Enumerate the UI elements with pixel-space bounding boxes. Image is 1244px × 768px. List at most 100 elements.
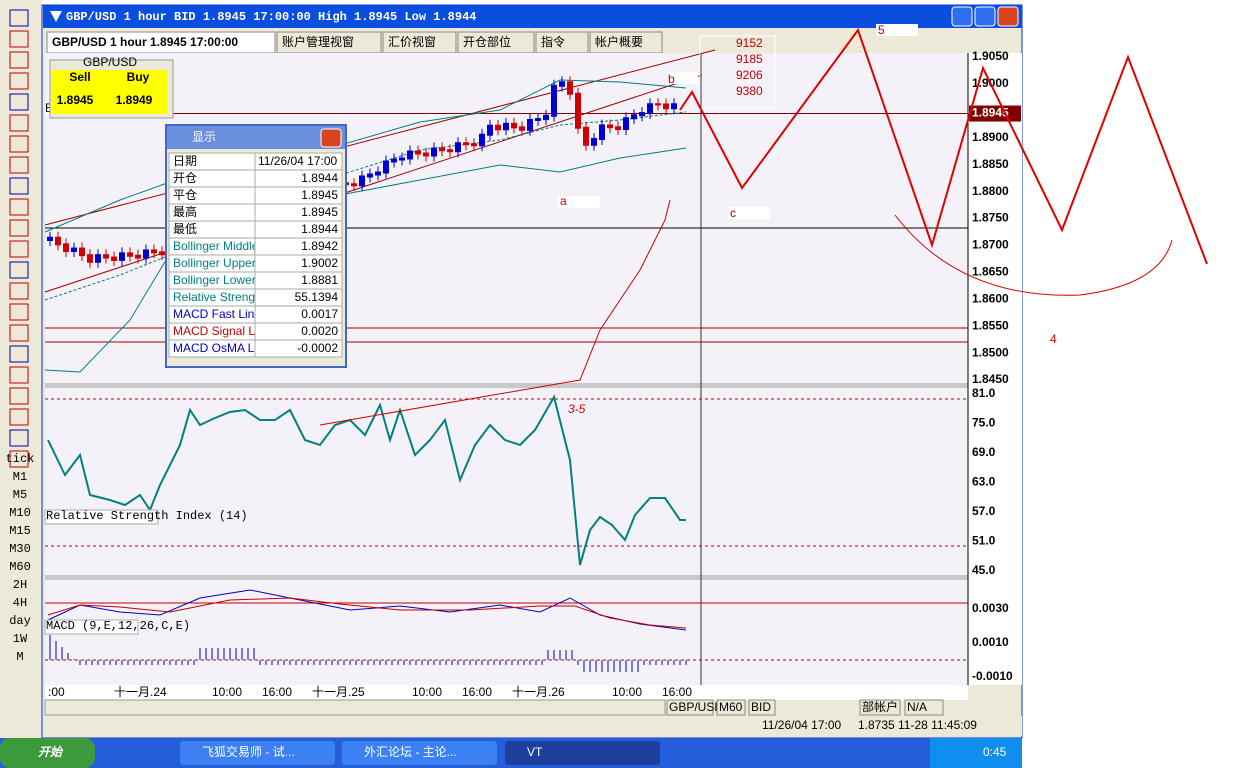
tool-icon[interactable]	[9, 177, 29, 195]
sell-label[interactable]: Sell	[69, 70, 90, 84]
tool-icon[interactable]	[9, 135, 29, 153]
tool-icon[interactable]	[9, 114, 29, 132]
candle-body	[663, 103, 669, 110]
tab-label[interactable]: 汇价视窗	[388, 34, 436, 49]
timeframe-button[interactable]: M30	[9, 542, 31, 556]
tool-icon[interactable]	[9, 408, 29, 426]
data-label: Relative Strength	[173, 290, 265, 304]
candle-body	[431, 147, 437, 157]
toolbar-label[interactable]: GBP/USD	[669, 700, 723, 714]
tool-icon[interactable]	[9, 219, 29, 237]
macd-tick-label: 0.0010	[972, 635, 1009, 649]
toolbar-button[interactable]	[716, 699, 746, 716]
toolbar-button[interactable]	[859, 699, 901, 716]
toolbar-button[interactable]	[748, 699, 776, 716]
candle-body	[143, 249, 149, 259]
data-window-close[interactable]	[320, 128, 342, 148]
tool-icon[interactable]	[9, 9, 29, 27]
tool-icon[interactable]	[9, 387, 29, 405]
status-text: 1.8735	[858, 718, 895, 732]
hand-arc	[894, 214, 1173, 296]
tab-label[interactable]: GBP/USD 1 hour 1.8945 17:00:00	[52, 35, 238, 49]
close-button[interactable]	[997, 6, 1019, 27]
toolbar-button[interactable]	[666, 699, 714, 716]
timeframe-button[interactable]: M10	[9, 506, 31, 520]
time-axis-area	[45, 685, 968, 700]
time-tick-label: 16:00	[462, 685, 492, 699]
macd-tick-label: -0.0010	[972, 669, 1013, 683]
start-label[interactable]: 开始	[38, 745, 64, 759]
timeframe-button[interactable]: 1W	[13, 632, 28, 646]
time-tick-label: 十一月.24	[114, 685, 167, 699]
tool-icon[interactable]	[9, 198, 29, 216]
tool-icon[interactable]	[9, 282, 29, 300]
tab-label[interactable]: 开仓部位	[463, 34, 511, 49]
tool-icon[interactable]	[9, 51, 29, 69]
timeframe-button[interactable]: M5	[13, 488, 27, 502]
rsi-tick-label: 81.0	[972, 386, 996, 400]
toolbar-label[interactable]: BID	[751, 700, 771, 714]
taskbar-item[interactable]	[342, 741, 497, 765]
data-value: 1.8945	[301, 205, 338, 219]
tool-icon[interactable]	[9, 450, 29, 468]
macd-label: MACD (9,E,12,26,C,E)	[46, 619, 190, 633]
timeframe-button[interactable]: M15	[9, 524, 31, 538]
toolbar-button[interactable]	[904, 699, 944, 716]
note-box	[699, 35, 776, 109]
tool-icon[interactable]	[9, 93, 29, 111]
tool-icon[interactable]	[9, 261, 29, 279]
level-note: 9152	[736, 36, 763, 50]
clock: 0:45	[983, 745, 1007, 759]
tool-icon[interactable]	[9, 303, 29, 321]
minimize-button[interactable]	[951, 6, 973, 27]
candle-body	[607, 124, 613, 129]
timeframe-button[interactable]: day	[9, 614, 31, 628]
tool-icon[interactable]	[9, 156, 29, 174]
candle-body	[399, 157, 405, 161]
maximize-button[interactable]	[974, 6, 996, 27]
taskbar-item-label[interactable]: 飞狐交易师 - 试...	[202, 744, 295, 759]
timeframe-button[interactable]: M60	[9, 560, 31, 574]
sell-price: 1.8945	[57, 93, 94, 107]
tab-label[interactable]: 指令	[541, 34, 565, 49]
timeframe-button[interactable]: 4H	[13, 596, 27, 610]
candle-body	[535, 118, 541, 121]
rsi-tick-label: 57.0	[972, 504, 996, 518]
taskbar-item-label[interactable]: VT	[527, 745, 543, 759]
taskbar-item[interactable]	[505, 741, 660, 765]
buy-label[interactable]: Buy	[127, 70, 150, 84]
panel-separator	[45, 383, 1022, 388]
toolbar-label[interactable]: N/A	[907, 700, 927, 714]
candle-body	[471, 143, 477, 147]
tool-icon[interactable]	[9, 324, 29, 342]
tool-icon[interactable]	[9, 429, 29, 447]
tool-icon[interactable]	[9, 240, 29, 258]
timeframe-button[interactable]: M1	[13, 470, 27, 484]
data-value: 1.8881	[301, 273, 338, 287]
toolbar-label[interactable]: 部帐户	[862, 699, 898, 714]
taskbar-item[interactable]	[180, 741, 335, 765]
tab-label[interactable]: 帐户概要	[595, 34, 643, 49]
data-window-title-bar	[167, 126, 345, 149]
tool-icon[interactable]	[9, 345, 29, 363]
tab-label[interactable]: 账户管理视窗	[282, 34, 354, 49]
macd-tick-label: 0.0030	[972, 601, 1009, 615]
data-label: 最高	[173, 204, 197, 219]
wave-4: 4	[1050, 332, 1057, 346]
start-button[interactable]	[0, 738, 95, 768]
taskbar-item-label[interactable]: 外汇论坛 - 主论...	[364, 745, 457, 759]
price-tick-label: 1.8650	[972, 265, 1009, 279]
time-tick-label: 10:00	[212, 685, 242, 699]
timeframe-button[interactable]: tick	[6, 452, 35, 466]
tool-icon[interactable]	[9, 72, 29, 90]
price-tick-label: 1.9050	[972, 49, 1009, 63]
timeframe-button[interactable]: M	[16, 650, 23, 664]
toolbar-label[interactable]: M60	[719, 700, 743, 714]
tool-icon[interactable]	[9, 366, 29, 384]
tool-icon[interactable]	[9, 30, 29, 48]
data-value: 1.8945	[301, 188, 338, 202]
timeframe-button[interactable]: 2H	[13, 578, 27, 592]
candle-body	[79, 247, 85, 257]
candle-body	[391, 158, 397, 163]
